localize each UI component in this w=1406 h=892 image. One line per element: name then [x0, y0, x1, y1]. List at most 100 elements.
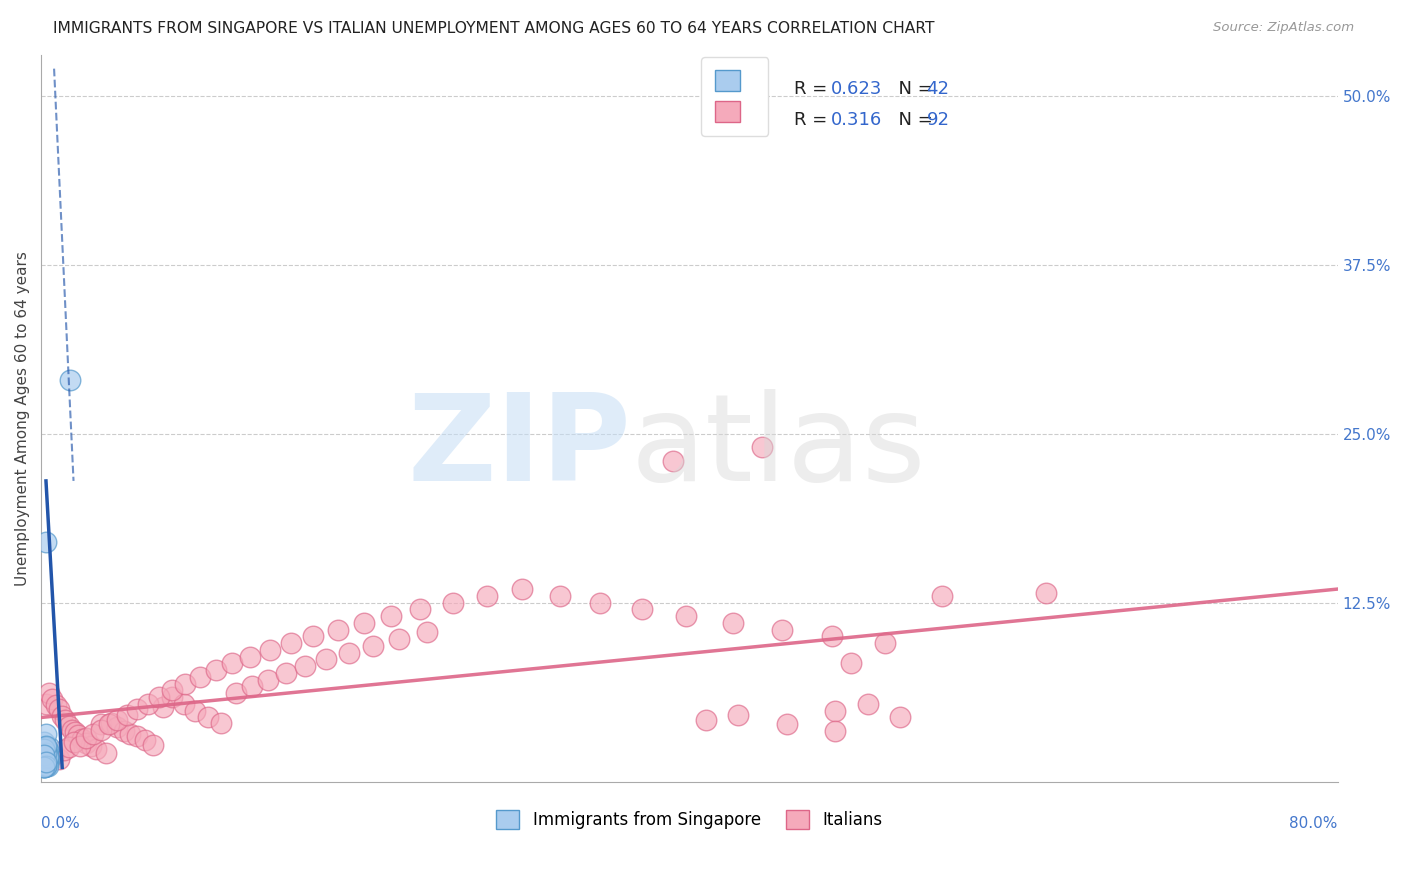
Point — [42, 747, 65, 761]
Point — [770, 623, 793, 637]
Point — [35, 755, 58, 769]
Point — [35, 751, 58, 765]
Point — [37, 755, 59, 769]
Point — [162, 683, 184, 698]
Point — [148, 690, 170, 705]
Point — [142, 738, 165, 752]
Point — [326, 623, 349, 637]
Point — [76, 736, 98, 750]
Point — [35, 534, 58, 549]
Point — [35, 746, 58, 760]
Point — [80, 739, 103, 753]
Point — [34, 751, 56, 765]
Point — [34, 756, 56, 771]
Point — [337, 646, 360, 660]
Point — [512, 582, 534, 596]
Point — [188, 670, 211, 684]
Text: 80.0%: 80.0% — [1289, 816, 1337, 831]
Point — [315, 652, 337, 666]
Point — [34, 740, 56, 755]
Point — [69, 739, 91, 753]
Point — [589, 596, 612, 610]
Point — [841, 657, 863, 671]
Text: 42: 42 — [927, 80, 949, 98]
Point — [34, 741, 56, 756]
Point — [37, 743, 59, 757]
Text: 0.0%: 0.0% — [41, 816, 80, 831]
Point — [136, 697, 159, 711]
Point — [38, 686, 60, 700]
Point — [82, 727, 104, 741]
Legend: Immigrants from Singapore, Italians: Immigrants from Singapore, Italians — [489, 804, 890, 836]
Point — [115, 707, 138, 722]
Point — [548, 589, 571, 603]
Point — [55, 713, 77, 727]
Point — [675, 609, 697, 624]
Point — [34, 735, 56, 749]
Point — [274, 665, 297, 680]
Point — [239, 649, 262, 664]
Point — [259, 643, 281, 657]
Point — [37, 759, 59, 773]
Point — [100, 715, 122, 730]
Point — [174, 676, 197, 690]
Point — [51, 709, 73, 723]
Point — [37, 749, 59, 764]
Point — [58, 740, 80, 755]
Point — [94, 746, 117, 760]
Point — [441, 596, 464, 610]
Point — [35, 757, 58, 772]
Point — [35, 757, 58, 772]
Point — [34, 760, 56, 774]
Point — [662, 453, 685, 467]
Point — [475, 589, 498, 603]
Point — [775, 717, 797, 731]
Point — [631, 602, 654, 616]
Text: IMMIGRANTS FROM SINGAPORE VS ITALIAN UNEMPLOYMENT AMONG AGES 60 TO 64 YEARS CORR: IMMIGRANTS FROM SINGAPORE VS ITALIAN UNE… — [53, 21, 935, 37]
Point — [63, 725, 86, 739]
Point — [35, 727, 58, 741]
Point — [821, 629, 844, 643]
Point — [70, 732, 93, 747]
Point — [197, 710, 219, 724]
Point — [37, 756, 59, 771]
Point — [225, 686, 247, 700]
Point — [35, 759, 58, 773]
Point — [105, 720, 128, 734]
Text: 92: 92 — [927, 112, 949, 129]
Point — [98, 717, 121, 731]
Point — [48, 752, 70, 766]
Point — [84, 741, 107, 756]
Point — [34, 746, 56, 760]
Point — [35, 755, 58, 769]
Point — [35, 739, 58, 753]
Point — [152, 699, 174, 714]
Text: ZIP: ZIP — [408, 389, 631, 507]
Point — [45, 698, 67, 713]
Point — [37, 748, 59, 763]
Point — [34, 754, 56, 768]
Point — [875, 636, 897, 650]
Point — [302, 629, 325, 643]
Point — [221, 657, 243, 671]
Point — [112, 723, 135, 738]
Point — [931, 589, 953, 603]
Point — [35, 751, 58, 765]
Point — [41, 691, 63, 706]
Point — [60, 723, 83, 737]
Point — [58, 718, 80, 732]
Point — [34, 756, 56, 771]
Point — [209, 715, 232, 730]
Point — [34, 760, 56, 774]
Point — [62, 735, 84, 749]
Point — [824, 704, 846, 718]
Point — [856, 697, 879, 711]
Point — [34, 760, 56, 774]
Point — [76, 731, 98, 745]
Point — [280, 636, 302, 650]
Point — [35, 748, 58, 763]
Point — [695, 713, 717, 727]
Text: 0.316: 0.316 — [831, 112, 882, 129]
Point — [37, 744, 59, 758]
Point — [35, 740, 58, 755]
